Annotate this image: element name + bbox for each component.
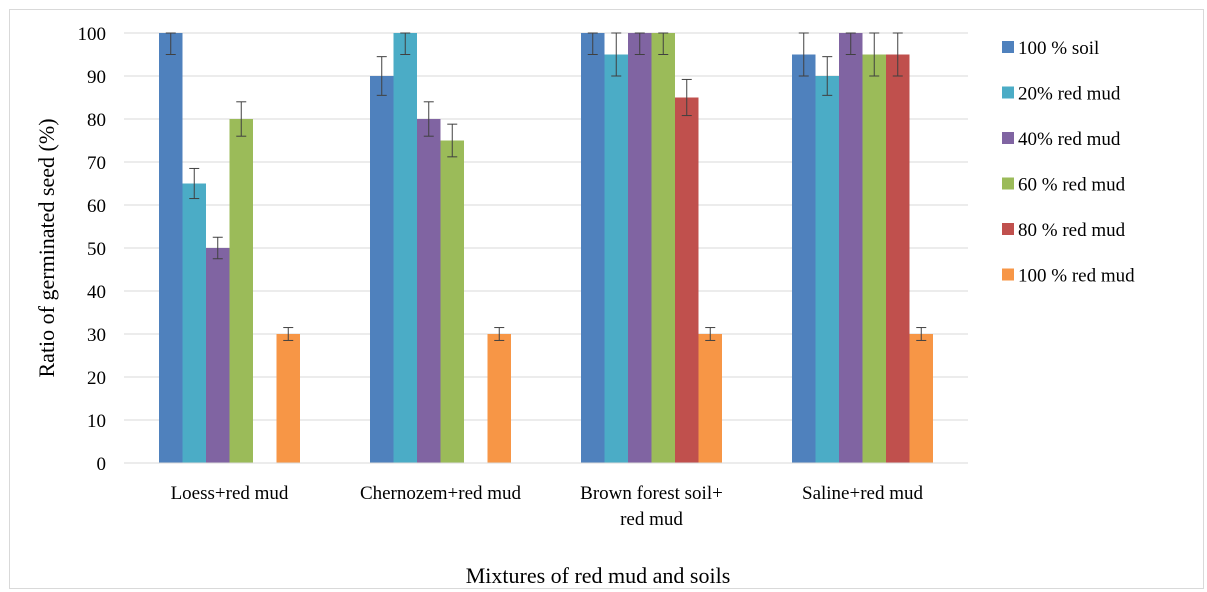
y-tick-label: 30 xyxy=(87,325,106,346)
bar xyxy=(159,33,183,463)
bar xyxy=(393,33,417,463)
x-category-label: Brown forest soil+ xyxy=(580,483,723,504)
bar xyxy=(839,33,863,463)
error-bar xyxy=(845,32,856,55)
legend-swatch xyxy=(1002,177,1014,190)
bar xyxy=(675,97,699,463)
y-tick-label: 50 xyxy=(87,239,106,260)
legend-swatch xyxy=(1002,41,1014,53)
error-bar xyxy=(705,327,716,341)
error-bar xyxy=(189,167,200,200)
y-tick-label: 40 xyxy=(87,282,106,303)
legend-item: 100 % red mud xyxy=(1002,266,1135,287)
x-category-label: Chernozem+red mud xyxy=(360,483,522,504)
bar xyxy=(909,334,933,463)
error-bar xyxy=(447,123,458,158)
error-bar xyxy=(587,32,598,55)
error-bar xyxy=(822,56,833,96)
error-bar xyxy=(634,32,645,55)
bar xyxy=(370,76,394,463)
legend-swatch xyxy=(1002,223,1014,235)
bar xyxy=(417,119,441,463)
bar xyxy=(792,54,816,463)
category-labels: Loess+red mud Chernozem+red mud Brown fore… xyxy=(171,483,924,530)
legend-item: 80 % red mud xyxy=(1002,220,1126,241)
bars xyxy=(159,33,933,463)
error-bar xyxy=(658,32,669,55)
y-tick-label: 70 xyxy=(87,153,106,174)
legend-item: 20% red mud xyxy=(1002,84,1121,105)
legend-item: 40% red mud xyxy=(1002,129,1121,150)
y-tick-label: 10 xyxy=(87,411,106,432)
legend-label: 80 % red mud xyxy=(1018,220,1126,241)
error-bars xyxy=(165,32,927,341)
bar xyxy=(487,334,511,463)
bar xyxy=(440,140,464,463)
legend-swatch xyxy=(1002,268,1014,281)
x-category-label: Saline+red mud xyxy=(802,483,923,504)
bar xyxy=(628,33,652,463)
error-bar xyxy=(400,32,411,55)
y-tick-label: 90 xyxy=(87,67,106,88)
error-bar xyxy=(869,32,880,77)
legend-swatch xyxy=(1002,86,1014,99)
bar xyxy=(182,183,206,463)
error-bar xyxy=(165,32,176,55)
y-tick-label: 60 xyxy=(87,196,106,217)
bar xyxy=(651,33,675,463)
error-bar xyxy=(892,32,903,77)
error-bar xyxy=(236,101,247,137)
bar xyxy=(886,54,910,463)
legend-label: 40% red mud xyxy=(1018,129,1121,150)
error-bar xyxy=(916,327,927,341)
legend-label: 100 % red mud xyxy=(1018,266,1135,287)
error-bar xyxy=(611,32,622,77)
bar xyxy=(276,334,300,463)
error-bar xyxy=(376,56,387,96)
legend-label: 60 % red mud xyxy=(1018,175,1126,196)
error-bar xyxy=(798,32,809,77)
legend-swatch xyxy=(1002,132,1014,144)
y-tick-labels: 0 10 20 30 40 50 60 70 80 90 100 xyxy=(78,24,107,475)
y-axis-title: Ratio of germinated seed (%) xyxy=(34,118,59,377)
bar xyxy=(862,54,886,463)
y-tick-label: 80 xyxy=(87,110,106,131)
legend-label: 100 % soil xyxy=(1018,38,1099,59)
x-category-label: Loess+red mud xyxy=(171,483,289,504)
y-tick-label: 100 xyxy=(78,24,107,45)
bar xyxy=(206,248,230,463)
bar xyxy=(229,119,253,463)
legend-item: 100 % soil xyxy=(1002,38,1099,59)
legend: 100 % soil 20% red mud 40% red mud 60 % red… xyxy=(1002,38,1135,287)
bar xyxy=(581,33,605,463)
error-bar xyxy=(212,236,223,260)
error-bar xyxy=(494,327,505,341)
legend-label: 20% red mud xyxy=(1018,84,1121,105)
y-tick-label: 0 xyxy=(97,454,107,475)
error-bar xyxy=(283,327,294,341)
y-tick-label: 20 xyxy=(87,368,106,389)
error-bar xyxy=(423,101,434,137)
error-bar xyxy=(681,78,692,117)
legend-item: 60 % red mud xyxy=(1002,175,1126,196)
bar xyxy=(698,334,722,463)
x-axis-title: Mixtures of red mud and soils xyxy=(466,563,731,588)
x-category-label: red mud xyxy=(620,509,683,530)
bar xyxy=(604,54,628,463)
bar xyxy=(815,76,839,463)
